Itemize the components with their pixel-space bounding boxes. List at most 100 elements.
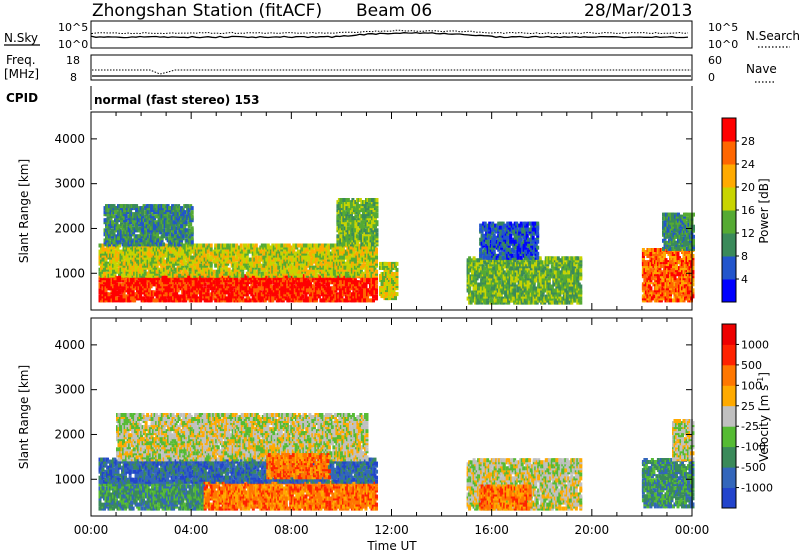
- power-cell: [155, 261, 159, 266]
- power-cell: [360, 214, 364, 219]
- power-cell: [122, 292, 126, 297]
- power-cell: [179, 259, 183, 264]
- power-cell: [193, 261, 197, 266]
- power-cell: [360, 220, 364, 225]
- power-cell: [480, 278, 484, 283]
- power-cell: [121, 282, 125, 287]
- power-cell: [391, 272, 394, 276]
- power-cell: [103, 271, 106, 276]
- power-cell: [480, 294, 484, 299]
- power-cell: [119, 271, 123, 276]
- power-cell: [107, 292, 111, 297]
- power-cell: [151, 212, 155, 217]
- power-cell: [124, 218, 128, 223]
- power-cell: [112, 232, 116, 237]
- power-cell: [162, 242, 166, 247]
- power-cell: [189, 222, 193, 227]
- power-cell: [361, 288, 365, 293]
- power-cell: [342, 210, 346, 215]
- power-cell: [356, 280, 360, 285]
- power-cell: [135, 238, 139, 243]
- power-cell: [209, 294, 213, 299]
- power-cell: [241, 259, 245, 264]
- power-cell: [115, 282, 118, 287]
- freq-tick-high: 18: [66, 54, 80, 67]
- power-cell: [162, 204, 166, 209]
- power-cell: [167, 298, 171, 303]
- power-cell: [120, 222, 123, 227]
- power-cell: [100, 282, 103, 287]
- power-cell: [188, 294, 192, 299]
- power-cell: [290, 282, 294, 287]
- power-cell: [248, 298, 252, 303]
- power-cell: [226, 261, 230, 266]
- power-cell: [375, 220, 379, 225]
- freq-label-line1: Freq.: [6, 53, 36, 67]
- power-cell: [180, 238, 184, 243]
- power-cell: [160, 238, 164, 243]
- nsearch-tick-low: 10^0: [708, 38, 738, 51]
- power-heatmap: [98, 198, 695, 305]
- power-cell: [190, 206, 194, 211]
- power-cell: [172, 238, 176, 243]
- power-cell: [257, 267, 261, 272]
- power-cell: [238, 273, 242, 278]
- power-cell: [375, 198, 379, 202]
- power-cell: [360, 200, 364, 205]
- power-cell: [363, 294, 366, 299]
- power-cell: [141, 212, 145, 217]
- power-cell: [108, 226, 111, 231]
- power-cell: [184, 220, 188, 225]
- power-cell: [120, 216, 123, 221]
- power-cell: [197, 267, 201, 272]
- power-cell: [360, 242, 364, 247]
- power-cell: [352, 206, 356, 211]
- power-cell: [358, 198, 362, 202]
- power-cell: [361, 294, 365, 299]
- power-cell: [160, 245, 164, 250]
- power-cell: [168, 228, 172, 233]
- power-cell: [375, 269, 378, 274]
- power-cell: [368, 198, 371, 202]
- power-cell: [202, 243, 206, 248]
- power-cell: [254, 243, 258, 248]
- power-cell: [253, 257, 257, 262]
- power-cell: [244, 261, 248, 266]
- power-cell: [388, 296, 391, 301]
- power-cell: [364, 282, 368, 287]
- power-cell: [127, 226, 131, 231]
- nsky-label: N.Sky: [4, 31, 38, 45]
- power-cell: [245, 282, 249, 287]
- power-cell: [124, 212, 128, 217]
- power-cell: [395, 292, 399, 297]
- power-cell: [314, 273, 318, 278]
- power-cell: [239, 247, 243, 252]
- power-cell: [248, 257, 252, 262]
- power-cell: [301, 249, 305, 254]
- power-cell: [372, 298, 375, 303]
- power-cell: [122, 294, 126, 299]
- power-cell: [395, 272, 399, 276]
- power-cell: [358, 259, 362, 264]
- power-cell: [360, 228, 364, 233]
- power-cell: [280, 243, 284, 248]
- freq-tick-low: 8: [70, 71, 77, 84]
- power-cell: [341, 247, 345, 252]
- power-cell: [178, 273, 182, 278]
- nave-trace: [92, 69, 691, 75]
- beam-label: Beam 06: [356, 1, 432, 21]
- nsearch-trace: [91, 29, 689, 35]
- power-cell: [395, 280, 399, 284]
- power-cell: [179, 276, 183, 281]
- power-cell: [361, 263, 365, 268]
- freq-panel-frame: [90, 54, 693, 81]
- power-cell: [190, 210, 194, 215]
- power-cell: [119, 294, 123, 299]
- power-cell: [98, 261, 102, 266]
- power-cell: [241, 271, 245, 276]
- power-cell: [375, 259, 378, 264]
- power-cell: [239, 243, 243, 248]
- power-cell: [174, 230, 178, 235]
- power-cell: [146, 294, 150, 299]
